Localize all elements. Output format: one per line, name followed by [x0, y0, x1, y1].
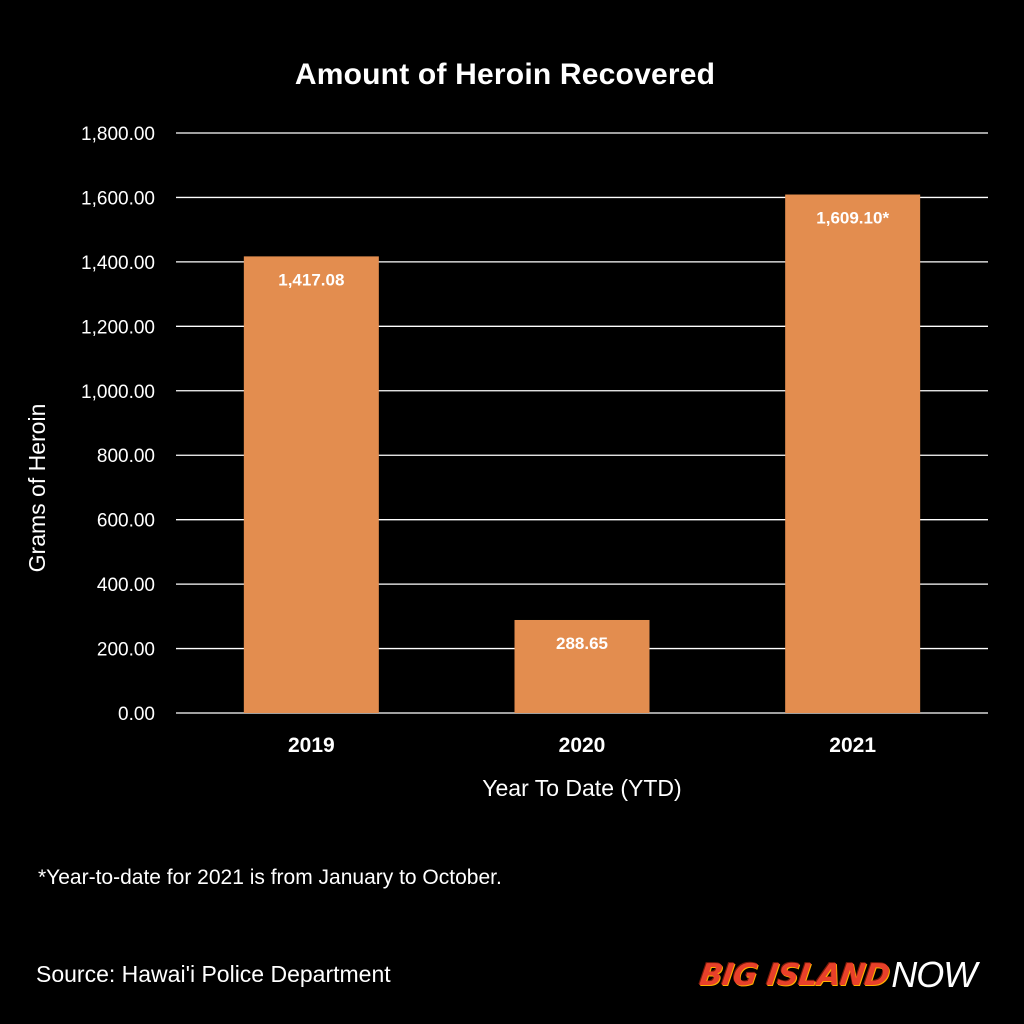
x-tick-label: 2020 — [559, 734, 606, 757]
bar-data-label: 1,609.10* — [816, 209, 889, 228]
y-tick-label: 600.00 — [97, 511, 155, 532]
x-tick-label: 2019 — [288, 734, 335, 757]
y-tick-labels: 0.00 200.00 400.00 600.00 800.00 1,000.00 1,20… — [81, 124, 155, 725]
y-tick-label: 1,600.00 — [81, 188, 155, 209]
y-axis-label: Grams of Heroin — [24, 404, 50, 573]
y-tick-label: 1,000.00 — [81, 382, 155, 403]
y-tick-label: 0.00 — [118, 704, 155, 725]
y-tick-label: 400.00 — [97, 575, 155, 596]
x-axis-label: Year To Date (YTD) — [482, 775, 681, 801]
footnote: *Year-to-date for 2021 is from January t… — [38, 866, 502, 889]
bars — [243, 194, 921, 714]
bar-data-label: 1,417.08 — [278, 270, 344, 289]
bar-2019 — [243, 256, 379, 713]
source-note: Source: Hawai'i Police Department — [36, 961, 391, 987]
y-tick-label: 200.00 — [97, 640, 155, 661]
x-tick-labels: 2019 2020 2021 — [288, 734, 876, 757]
big-island-now-logo: BIG ISLAND NOW — [697, 950, 978, 1000]
y-tick-label: 1,400.00 — [81, 253, 155, 274]
x-tick-label: 2021 — [829, 734, 876, 757]
y-tick-label: 800.00 — [97, 446, 155, 467]
y-tick-label: 1,800.00 — [81, 124, 155, 145]
bar-2021 — [785, 194, 921, 714]
chart-title: Amount of Heroin Recovered — [294, 58, 716, 91]
y-tick-label: 1,200.00 — [81, 317, 155, 338]
bar-data-labels: 1,417.08 288.65 1,609.10* — [278, 209, 889, 653]
logo-big-island-text: BIG ISLAND — [697, 957, 892, 993]
bar-data-label: 288.65 — [556, 634, 608, 653]
logo-now-text: NOW — [891, 954, 977, 995]
bar-2020 — [514, 619, 650, 713]
